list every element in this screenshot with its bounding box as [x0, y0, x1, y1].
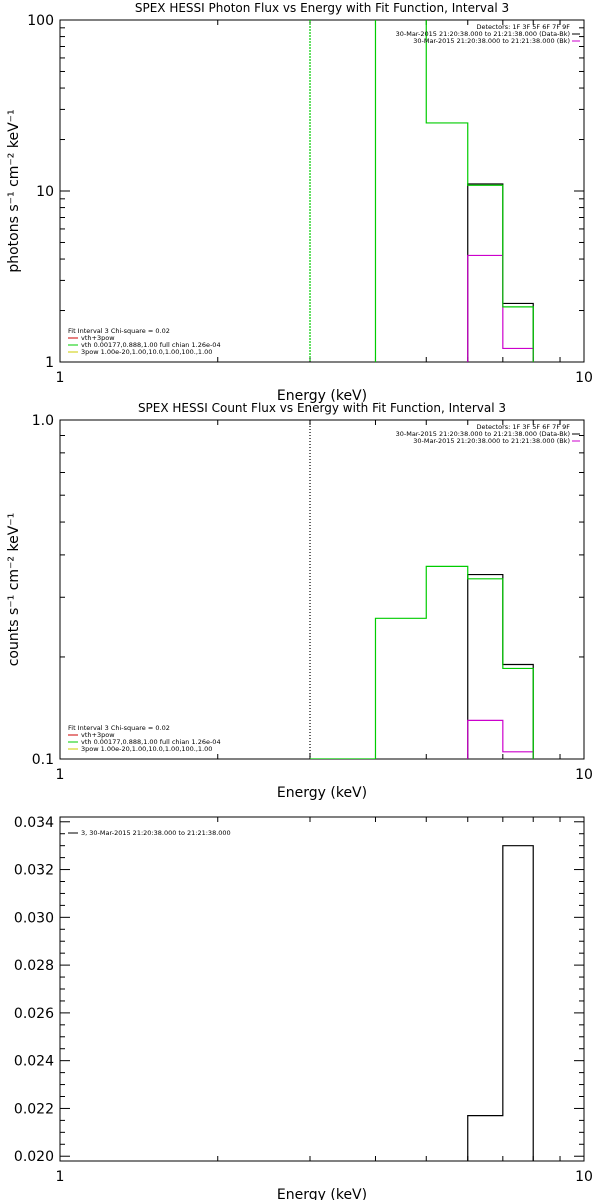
y-axis-label: photons s⁻¹ cm⁻² keV⁻¹ — [6, 109, 22, 272]
y-tick-label: 0.020 — [14, 1149, 54, 1165]
legend-left-text: vth 0.00177,0.888,1.00 full chian 1.26e-… — [81, 341, 221, 349]
legend-left-text: 3pow 1.00e-20,1.00,10.0,1.00,100.,1.00 — [81, 348, 212, 356]
y-tick-label: 1 — [45, 355, 54, 371]
y-tick-label: 0.030 — [14, 910, 54, 926]
chart-panel-1: SPEX HESSI Photon Flux vs Energy with Fi… — [6, 1, 593, 404]
legend-right-text: 30-Mar-2015 21:20:38.000 to 21:21:38.000… — [396, 430, 570, 438]
chart-panel-2: SPEX HESSI Count Flux vs Energy with Fit… — [6, 401, 593, 801]
legend-left-text: Fit Interval 3 Chi-square = 0.02 — [68, 724, 170, 732]
plot-frame — [59, 19, 585, 363]
y-tick-label: 0.1 — [32, 752, 54, 768]
y-tick-label: 0.022 — [14, 1101, 54, 1117]
legend-right-text: 30-Mar-2015 21:20:38.000 to 21:21:38.000… — [413, 437, 570, 445]
legend-right-text: 30-Mar-2015 21:20:38.000 to 21:21:38.000… — [396, 30, 570, 38]
y-tick-label: 0.034 — [14, 815, 54, 831]
chart-title: SPEX HESSI Count Flux vs Energy with Fit… — [138, 401, 506, 415]
y-axis-label: counts s⁻¹ cm⁻² keV⁻¹ — [6, 513, 22, 667]
legend-left-text: 3, 30-Mar-2015 21:20:38.000 to 21:21:38.… — [81, 829, 231, 837]
legend-left-text: Fit Interval 3 Chi-square = 0.02 — [68, 327, 170, 335]
x-tick-label: 1 — [56, 370, 65, 386]
legend-left-text: vth+3pow — [81, 731, 115, 739]
legend-right-text: Detectors: 1F 3F 5F 6F 7F 9F — [476, 23, 570, 31]
plot-frame — [59, 816, 585, 1162]
x-tick-label: 1 — [56, 1169, 65, 1185]
y-tick-label: 0.024 — [14, 1054, 54, 1070]
y-tick-label: 0.028 — [14, 958, 54, 974]
y-tick-label: 100 — [27, 13, 54, 29]
x-tick-label: 10 — [575, 1169, 593, 1185]
y-tick-label: 0.026 — [14, 1006, 54, 1022]
series-line-3 — [374, 20, 534, 362]
legend-right-text: 30-Mar-2015 21:20:38.000 to 21:21:38.000… — [413, 37, 570, 45]
chart-title: SPEX HESSI Photon Flux vs Energy with Fi… — [135, 1, 509, 15]
series-line-1 — [467, 183, 534, 362]
y-tick-label: 10 — [36, 184, 54, 200]
x-tick-label: 1 — [56, 767, 65, 783]
series-line-1 — [467, 845, 534, 1161]
x-tick-label: 10 — [575, 767, 593, 783]
legend-left-text: 3pow 1.00e-20,1.00,10.0,1.00,100.,1.00 — [81, 745, 212, 753]
x-axis-label: Energy (keV) — [277, 785, 367, 801]
series-line-3 — [310, 565, 534, 759]
plot-frame — [59, 419, 585, 760]
series-line-2 — [467, 254, 534, 362]
legend-left-text: vth+3pow — [81, 334, 115, 342]
series-line-1 — [467, 573, 534, 759]
x-tick-label: 10 — [575, 370, 593, 386]
chart-panel-3: Energy (keV) 1 10 0.020 0.022 0.024 0.026 0.028… — [14, 815, 593, 1200]
y-tick-label: 0.032 — [14, 863, 54, 879]
x-axis-label: Energy (keV) — [277, 388, 367, 404]
x-axis-label: Energy (keV) — [277, 1187, 367, 1200]
y-tick-label: 1.0 — [32, 413, 54, 429]
series-line-2 — [467, 719, 534, 759]
legend-right-text: Detectors: 1F 3F 5F 6F 7F 9F — [476, 423, 570, 431]
legend-left-text: vth 0.00177,0.888,1.00 full chian 1.26e-… — [81, 738, 221, 746]
